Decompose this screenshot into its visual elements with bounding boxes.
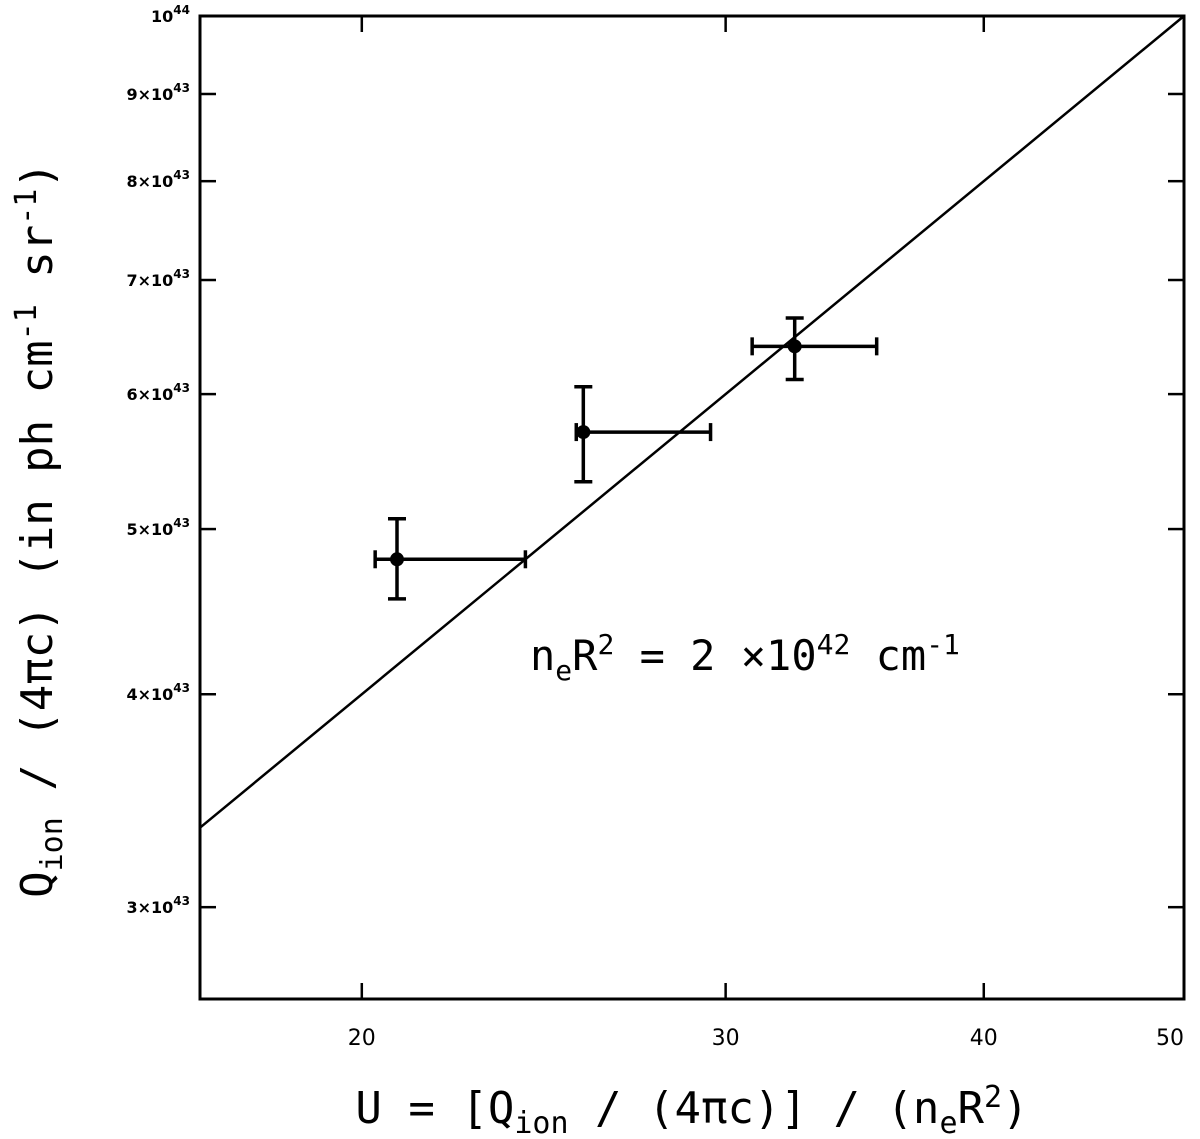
y-tick-label: 5×1043 [126, 516, 190, 539]
data-point [576, 425, 591, 440]
data-point [389, 552, 404, 567]
x-tick-label: 30 [712, 1026, 740, 1051]
y-tick-label: 1044 [151, 3, 190, 26]
y-tick-label: 4×1043 [126, 681, 190, 704]
x-tick-label: 40 [970, 1026, 998, 1051]
x-tick-labels: 20 30 40 50 [348, 1026, 1184, 1051]
y-tick-label: 9×1043 [126, 81, 190, 104]
x-axis-label: U = [Qion / (4πc)] / (neR2) [355, 1080, 1028, 1139]
y-tick-label: 3×1043 [126, 894, 190, 917]
axis-ticks [200, 14, 1186, 999]
fit-annotation: neR2 = 2 ×1042 cm-1 [530, 628, 960, 687]
x-tick-label: 20 [348, 1026, 376, 1051]
data-points [373, 316, 879, 601]
y-tick-label: 7×1043 [126, 267, 190, 290]
y-axis-label: Qion / (4πc) (in ph cm-1 sr-1) [9, 162, 70, 898]
data-point [787, 339, 802, 354]
y-tick-label: 6×1043 [126, 381, 190, 404]
y-tick-label: 8×1043 [126, 168, 190, 191]
y-tick-labels: 3×1043 4×1043 5×1043 6×1043 7×1043 8×1043 9×10… [126, 3, 190, 917]
plot-frame [198, 14, 1186, 1001]
x-tick-label: 50 [1156, 1026, 1184, 1051]
fit-line [199, 15, 1185, 829]
